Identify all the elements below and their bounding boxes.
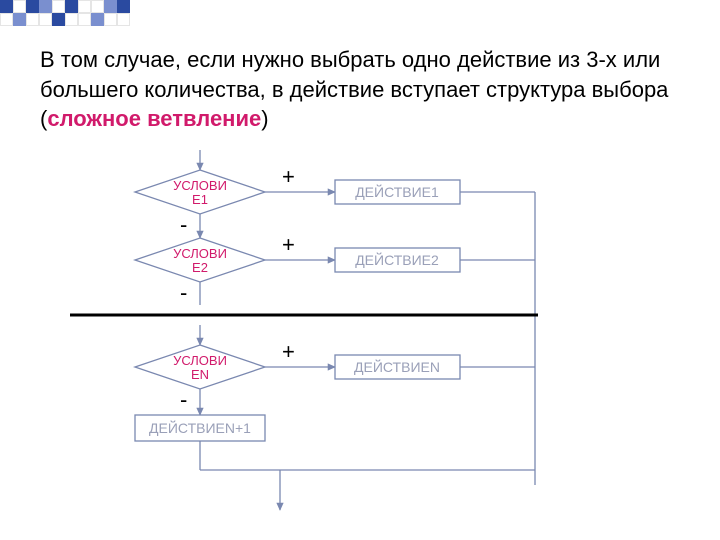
- plus-2: +: [282, 232, 295, 257]
- act2-label: ДЕЙСТВИЕ2: [355, 251, 439, 268]
- actn1-label: ДЕЙСТВИЕN+1: [149, 419, 251, 436]
- caption-post: ): [261, 106, 268, 131]
- caption: В том случае, если нужно выбрать одно де…: [40, 45, 680, 134]
- plus-n: +: [282, 339, 295, 364]
- cond2-l1: УСЛОВИ: [173, 246, 227, 261]
- condn-l2: ЕN: [191, 367, 209, 382]
- caption-highlight: сложное ветвление: [47, 106, 261, 131]
- actn-label: ДЕЙСТВИЕN: [354, 358, 440, 375]
- flowchart: УСЛОВИ Е1 УСЛОВИ Е2 УСЛОВИ ЕN ДЕЙСТВИЕ1 …: [60, 150, 660, 530]
- cond2-l2: Е2: [192, 260, 208, 275]
- minus-n: -: [180, 387, 187, 412]
- minus-1: -: [180, 212, 187, 237]
- condn-l1: УСЛОВИ: [173, 353, 227, 368]
- corner-decoration: [0, 0, 130, 26]
- minus-2: -: [180, 280, 187, 305]
- cond1-l1: УСЛОВИ: [173, 178, 227, 193]
- plus-1: +: [282, 164, 295, 189]
- act1-label: ДЕЙСТВИЕ1: [355, 183, 439, 200]
- cond1-l2: Е1: [192, 192, 208, 207]
